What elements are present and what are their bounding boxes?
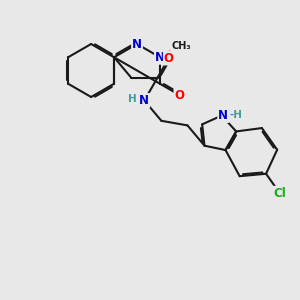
- Text: CH₃: CH₃: [171, 41, 191, 51]
- Text: O: O: [164, 52, 174, 64]
- Text: H: H: [128, 94, 136, 104]
- Text: O: O: [175, 88, 184, 101]
- Text: N: N: [218, 109, 228, 122]
- Text: Cl: Cl: [273, 187, 286, 200]
- Text: N: N: [132, 38, 142, 50]
- Text: N: N: [155, 51, 165, 64]
- Text: -H: -H: [230, 110, 243, 120]
- Text: N: N: [139, 94, 149, 107]
